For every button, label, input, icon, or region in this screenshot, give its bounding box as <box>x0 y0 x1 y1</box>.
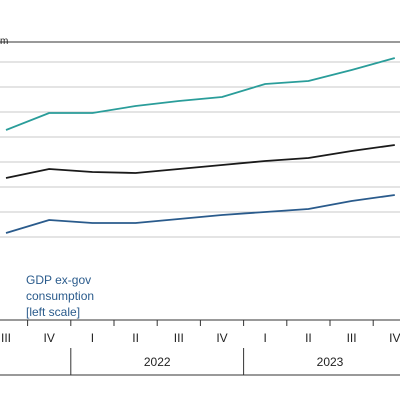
annotation-line-3: [left scale] <box>26 305 81 319</box>
series-annotation: GDP ex-gov consumption [left scale] <box>26 272 94 320</box>
x-tick-label: I <box>91 331 94 345</box>
x-tick-label: IV <box>389 331 400 345</box>
x-tick-label: III <box>1 331 11 345</box>
x-tick-label: IV <box>216 331 227 345</box>
unit-label: m <box>0 36 8 47</box>
year-labels: 2022 2023 <box>144 355 344 369</box>
series-line-2 <box>5 144 395 179</box>
x-tick-label: IV <box>44 331 55 345</box>
annotation-line-1: GDP ex-gov <box>26 273 92 287</box>
x-tick-label: I <box>264 331 267 345</box>
x-tick-label: III <box>347 331 357 345</box>
series-lines <box>5 57 396 234</box>
axes <box>0 41 400 376</box>
year-label: 2022 <box>144 355 171 369</box>
x-tick-labels: III IV I II III IV I II III IV <box>1 331 400 345</box>
annotation-line-2: consumption <box>26 289 95 303</box>
series-line-3 <box>5 194 395 234</box>
year-label: 2023 <box>317 355 344 369</box>
series-line-1 <box>5 57 396 131</box>
gridlines <box>0 61 400 238</box>
x-tick-label: III <box>174 331 184 345</box>
x-tick-label: II <box>305 331 312 345</box>
x-tick-label: II <box>132 331 139 345</box>
